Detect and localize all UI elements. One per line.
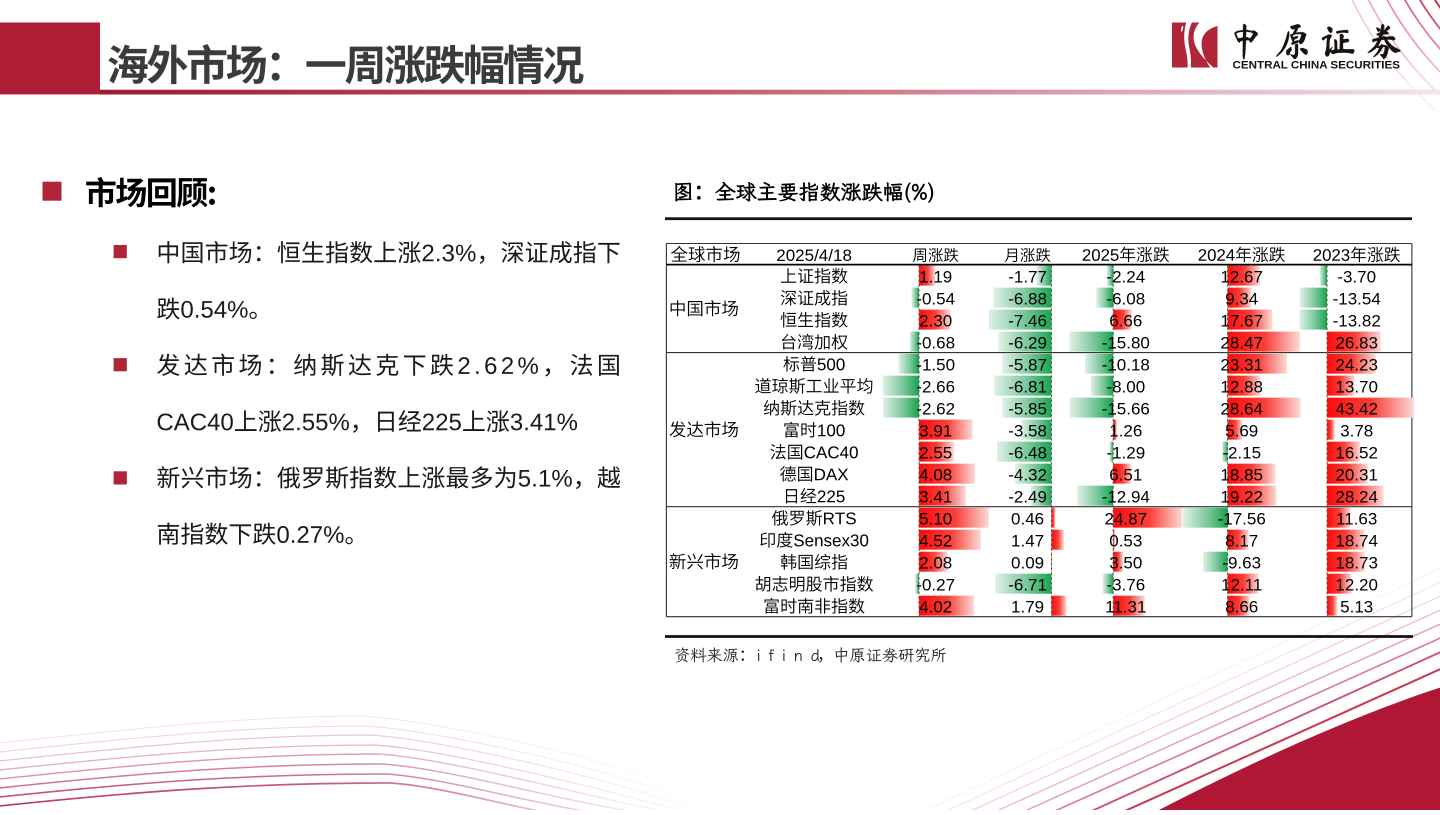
svg-text:0.09: 0.09 bbox=[1011, 554, 1044, 573]
svg-text:28.47: 28.47 bbox=[1220, 334, 1263, 353]
svg-text:11.63: 11.63 bbox=[1336, 510, 1377, 529]
svg-text:-7.46: -7.46 bbox=[1008, 312, 1047, 331]
svg-text:-2.62: -2.62 bbox=[916, 400, 955, 419]
svg-text:1.79: 1.79 bbox=[1011, 598, 1044, 617]
svg-text:12.67: 12.67 bbox=[1220, 268, 1263, 287]
svg-text:18.85: 18.85 bbox=[1220, 466, 1263, 485]
svg-text:11.31: 11.31 bbox=[1105, 598, 1146, 617]
svg-text:3.78: 3.78 bbox=[1340, 422, 1373, 441]
svg-text:4.02: 4.02 bbox=[919, 598, 952, 617]
svg-text:5.13: 5.13 bbox=[1340, 598, 1373, 617]
svg-text:-8.00: -8.00 bbox=[1106, 378, 1145, 397]
svg-text:-2.15: -2.15 bbox=[1222, 444, 1261, 463]
svg-text:0.53: 0.53 bbox=[1109, 532, 1142, 551]
svg-text:-2.49: -2.49 bbox=[1008, 488, 1047, 507]
svg-text:12.11: 12.11 bbox=[1221, 576, 1262, 595]
svg-text:23.31: 23.31 bbox=[1220, 356, 1263, 375]
svg-text:1.26: 1.26 bbox=[1109, 422, 1142, 441]
svg-text:-3.76: -3.76 bbox=[1106, 576, 1145, 595]
svg-text:28.64: 28.64 bbox=[1220, 400, 1263, 419]
svg-text:-2.66: -2.66 bbox=[916, 378, 955, 397]
svg-text:18.73: 18.73 bbox=[1335, 554, 1378, 573]
svg-text:9.34: 9.34 bbox=[1225, 290, 1258, 309]
svg-text:24.87: 24.87 bbox=[1105, 510, 1148, 529]
svg-text:19.22: 19.22 bbox=[1220, 488, 1263, 507]
svg-text:4.52: 4.52 bbox=[919, 532, 952, 551]
svg-text:6.51: 6.51 bbox=[1109, 466, 1142, 485]
svg-text:2.55: 2.55 bbox=[919, 444, 952, 463]
svg-text:-15.66: -15.66 bbox=[1102, 400, 1150, 419]
svg-text:-3.58: -3.58 bbox=[1008, 422, 1047, 441]
svg-text:-6.71: -6.71 bbox=[1008, 576, 1047, 595]
svg-text:-1.77: -1.77 bbox=[1008, 268, 1047, 287]
svg-text:-6.48: -6.48 bbox=[1008, 444, 1047, 463]
svg-text:-13.54: -13.54 bbox=[1333, 290, 1381, 309]
svg-text:CENTRAL CHINA SECURITIES: CENTRAL CHINA SECURITIES bbox=[1233, 59, 1401, 71]
svg-text:-6.08: -6.08 bbox=[1106, 290, 1145, 309]
svg-text:8.17: 8.17 bbox=[1225, 532, 1258, 551]
svg-text:-6.29: -6.29 bbox=[1008, 334, 1047, 353]
svg-text:1.19: 1.19 bbox=[919, 268, 952, 287]
svg-text:2.30: 2.30 bbox=[919, 312, 952, 331]
svg-text:-4.32: -4.32 bbox=[1008, 466, 1047, 485]
svg-text:28.24: 28.24 bbox=[1335, 488, 1378, 507]
svg-text:13.70: 13.70 bbox=[1335, 378, 1378, 397]
svg-text:17.67: 17.67 bbox=[1220, 312, 1263, 331]
svg-text:2025/4/18: 2025/4/18 bbox=[776, 246, 852, 265]
svg-text:-3.70: -3.70 bbox=[1337, 268, 1376, 287]
svg-text:1.47: 1.47 bbox=[1011, 532, 1044, 551]
svg-text:3.50: 3.50 bbox=[1109, 554, 1142, 573]
svg-text:-0.27: -0.27 bbox=[916, 576, 955, 595]
svg-text:-1.50: -1.50 bbox=[916, 356, 955, 375]
svg-text:-0.68: -0.68 bbox=[916, 334, 955, 353]
svg-text:-5.87: -5.87 bbox=[1008, 356, 1047, 375]
svg-text:-9.63: -9.63 bbox=[1222, 554, 1261, 573]
svg-text:3.41: 3.41 bbox=[919, 488, 952, 507]
svg-text:3.91: 3.91 bbox=[919, 422, 952, 441]
svg-text:6.66: 6.66 bbox=[1109, 312, 1142, 331]
svg-text:5.69: 5.69 bbox=[1225, 422, 1258, 441]
svg-text:20.31: 20.31 bbox=[1335, 466, 1378, 485]
svg-text:-10.18: -10.18 bbox=[1102, 356, 1150, 375]
svg-text:16.52: 16.52 bbox=[1335, 444, 1378, 463]
svg-text:43.42: 43.42 bbox=[1335, 400, 1378, 419]
svg-text:-17.56: -17.56 bbox=[1218, 510, 1266, 529]
svg-text:-0.54: -0.54 bbox=[916, 290, 955, 309]
svg-text:-1.29: -1.29 bbox=[1106, 444, 1145, 463]
svg-text:-6.81: -6.81 bbox=[1008, 378, 1047, 397]
svg-text:12.20: 12.20 bbox=[1335, 576, 1378, 595]
svg-text:-2.24: -2.24 bbox=[1106, 268, 1145, 287]
svg-text:26.83: 26.83 bbox=[1335, 334, 1378, 353]
svg-text:12.88: 12.88 bbox=[1220, 378, 1263, 397]
svg-text:24.23: 24.23 bbox=[1335, 356, 1378, 375]
svg-text:-13.82: -13.82 bbox=[1333, 312, 1381, 331]
svg-text:8.66: 8.66 bbox=[1225, 598, 1258, 617]
svg-text:4.08: 4.08 bbox=[919, 466, 952, 485]
svg-text:18.74: 18.74 bbox=[1335, 532, 1378, 551]
svg-text:0.46: 0.46 bbox=[1011, 510, 1044, 529]
svg-text:-15.80: -15.80 bbox=[1102, 334, 1150, 353]
svg-text:-6.88: -6.88 bbox=[1008, 290, 1047, 309]
svg-text:-5.85: -5.85 bbox=[1008, 400, 1047, 419]
svg-text:5.10: 5.10 bbox=[919, 510, 952, 529]
svg-text:-12.94: -12.94 bbox=[1102, 488, 1150, 507]
svg-text:2.08: 2.08 bbox=[919, 554, 952, 573]
